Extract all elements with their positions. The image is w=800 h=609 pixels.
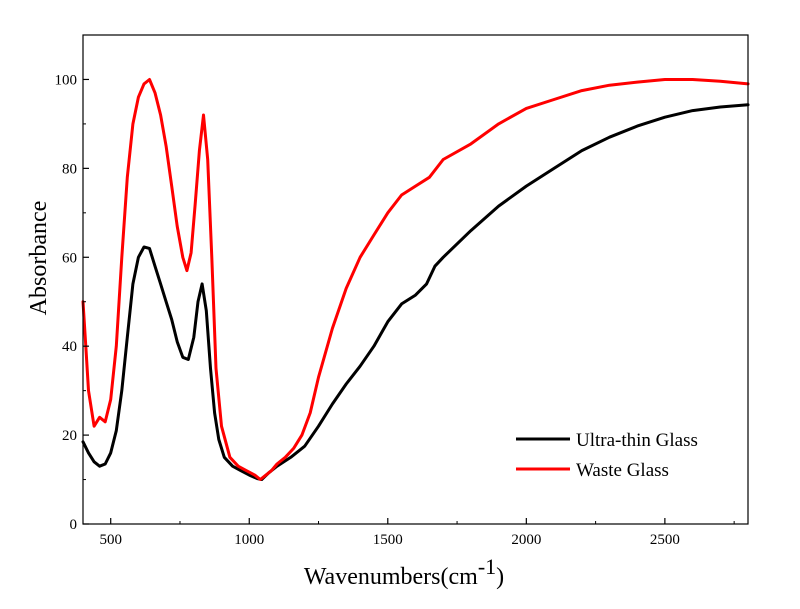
y-tick-label: 40: [62, 339, 77, 355]
series-line-1: [81, 78, 750, 481]
series-line-0: [81, 103, 750, 481]
legend: Ultra-thin Glass Waste Glass: [516, 430, 698, 481]
y-tick-label: 0: [70, 517, 78, 533]
legend-label-1: Waste Glass: [576, 460, 669, 481]
x-tick-label: 500: [99, 532, 122, 548]
x-tick-label: 1500: [373, 532, 403, 548]
y-axis-title: Absorbance: [26, 201, 52, 316]
y-tick-label: 60: [62, 250, 77, 266]
plot-frame: [82, 34, 749, 525]
series-layer: [81, 78, 750, 481]
x-axis-title-superscript: -1: [478, 554, 496, 579]
x-axis-title: Wavenumbers(cm-1): [304, 554, 504, 590]
x-axis-title-main: Wavenumbers(cm: [304, 564, 478, 590]
x-tick-label: 1000: [234, 532, 264, 548]
axes-layer: 500 1000 1500 2000 2500 0 20 40 60 80 100: [55, 34, 749, 548]
x-axis-title-close: ): [496, 564, 504, 590]
y-tick-label: 80: [62, 161, 77, 177]
x-tick-label: 2000: [511, 532, 541, 548]
legend-label-0: Ultra-thin Glass: [576, 430, 698, 451]
x-tick-label: 2500: [650, 532, 680, 548]
y-tick-label: 100: [55, 72, 78, 88]
y-tick-label: 20: [62, 428, 77, 444]
